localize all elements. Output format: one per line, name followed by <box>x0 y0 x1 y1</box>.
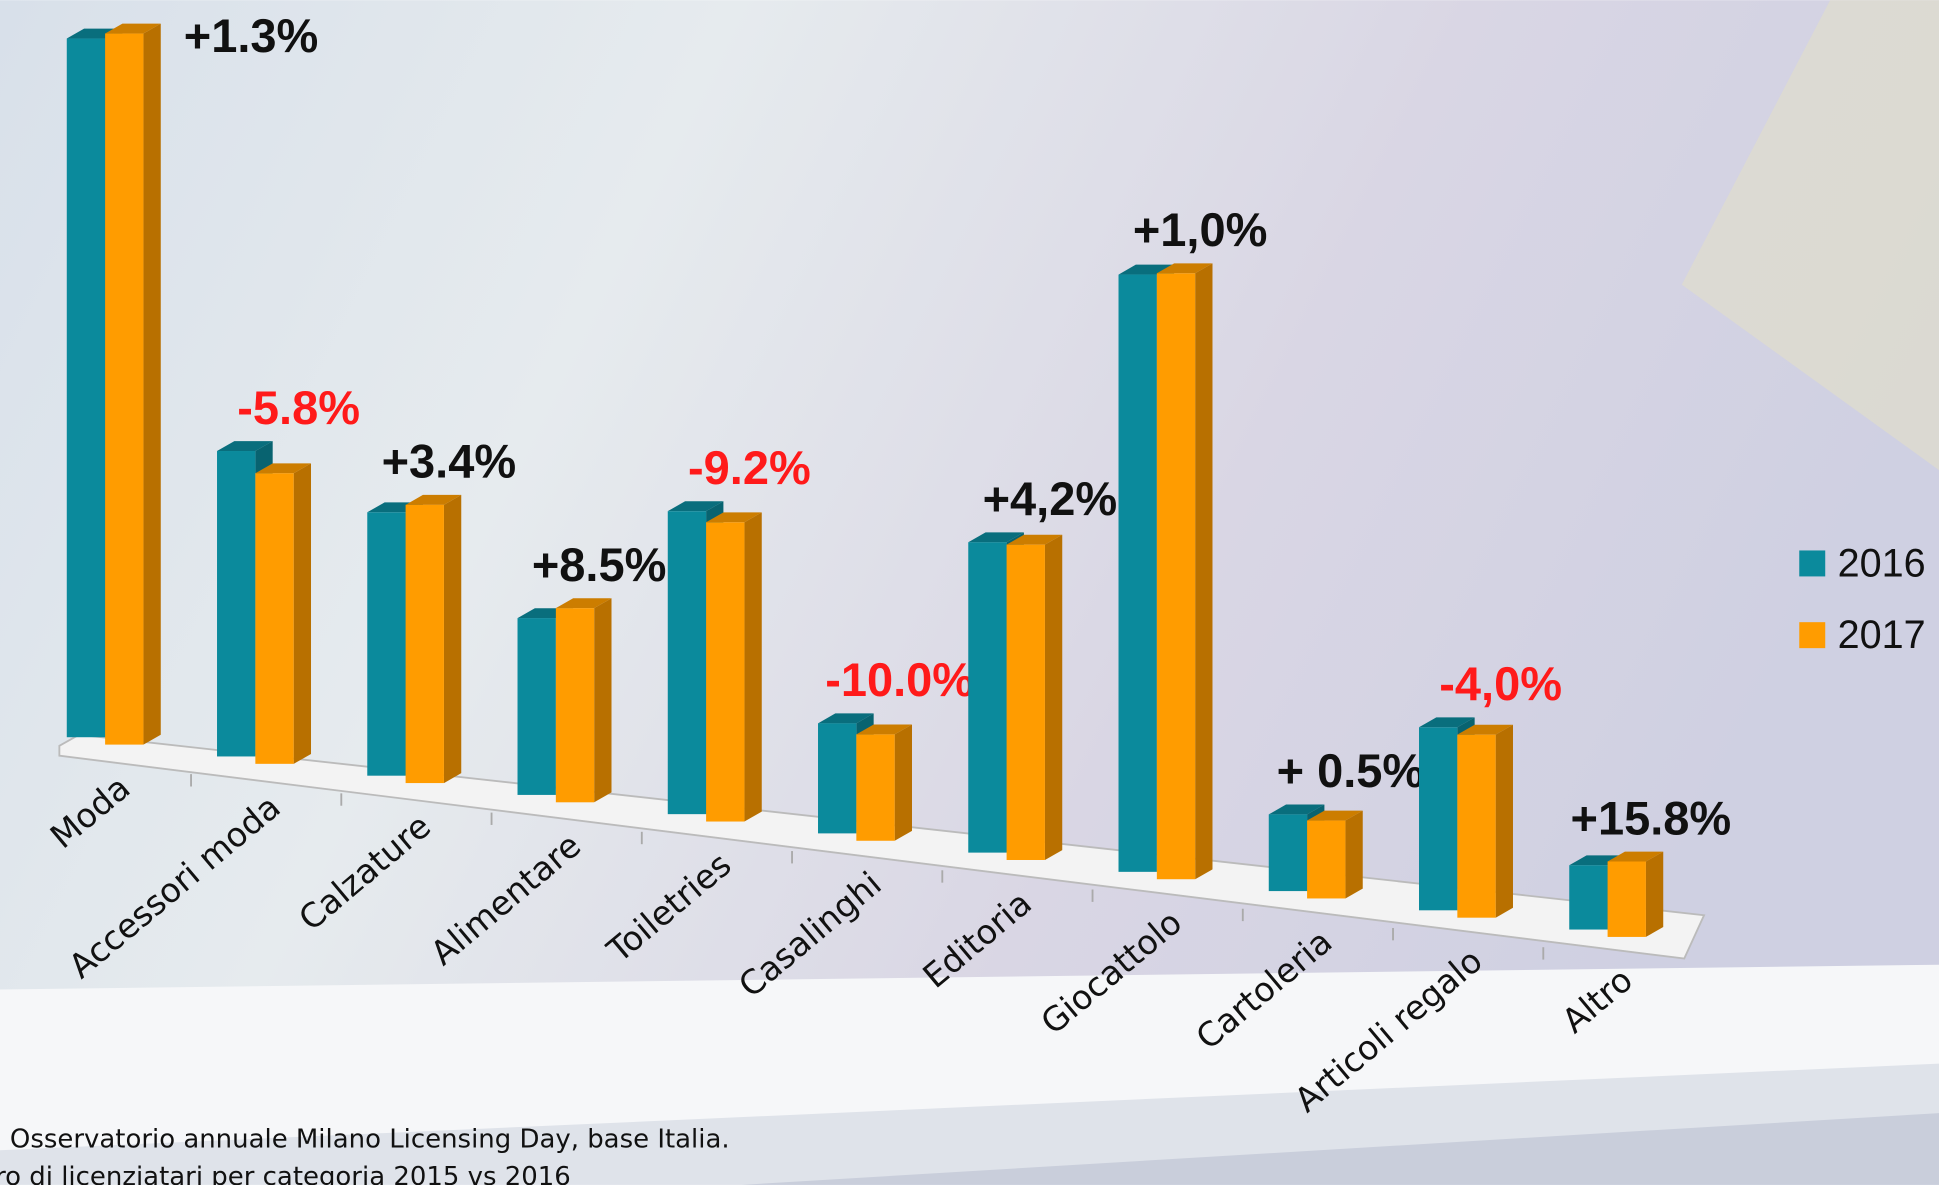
bar-top <box>1006 534 1063 545</box>
bar <box>1419 727 1458 911</box>
bar-side <box>1495 724 1513 918</box>
bar <box>105 33 144 745</box>
bar <box>405 504 444 784</box>
bar-top <box>555 598 612 609</box>
change-label: + 0.5% <box>1277 744 1425 797</box>
bar <box>1006 544 1045 860</box>
legend-swatch <box>1799 622 1826 649</box>
bar <box>555 608 595 803</box>
bar-top <box>1457 724 1513 735</box>
bar-top <box>1419 717 1475 728</box>
legend-swatch <box>1799 550 1826 577</box>
bar <box>1156 273 1196 880</box>
bar-side <box>594 598 612 803</box>
bar-side <box>443 494 462 784</box>
bar <box>255 473 294 764</box>
change-label: +4,2% <box>983 472 1118 525</box>
bar-top <box>1156 263 1213 274</box>
legend-label: 2017 <box>1838 613 1926 657</box>
bar-top <box>968 532 1024 543</box>
bar <box>1607 861 1646 937</box>
footnote: Osservatorio annuale Milano Licensing Da… <box>10 1125 730 1155</box>
legend-label: 2016 <box>1838 541 1926 585</box>
bar <box>217 451 256 757</box>
change-label: -9.2% <box>688 441 811 494</box>
bar-side <box>293 463 312 764</box>
change-label: +3.4% <box>382 435 517 488</box>
bar-top <box>1607 851 1664 862</box>
bar-side <box>143 23 161 745</box>
change-label: +1,0% <box>1133 203 1268 256</box>
bar-side <box>1044 534 1063 860</box>
bar <box>667 511 707 815</box>
bar <box>818 723 857 834</box>
bar-top <box>217 441 273 452</box>
change-label: -5.8% <box>237 381 360 434</box>
bar <box>517 618 556 795</box>
change-label: +1.3% <box>184 9 319 62</box>
change-label: +15.8% <box>1571 791 1732 844</box>
bar <box>367 512 406 776</box>
change-label: -4,0% <box>1439 657 1562 710</box>
bar <box>706 522 745 822</box>
background-light <box>1681 0 1939 471</box>
bar-top <box>255 463 312 474</box>
bar <box>968 542 1007 853</box>
bar <box>1307 820 1346 899</box>
bar-top <box>856 724 912 735</box>
bar <box>1569 865 1608 930</box>
footnote: ro di licenziatari per categoria 2015 vs… <box>0 1162 571 1185</box>
bar-top <box>1307 810 1363 821</box>
bar-side <box>744 512 762 822</box>
bar-side <box>1345 810 1363 899</box>
bar <box>1118 274 1157 872</box>
bar-top <box>706 512 762 523</box>
bar <box>1457 734 1496 918</box>
bar-side <box>1645 851 1664 937</box>
bar-top <box>105 23 161 34</box>
change-label: -10.0% <box>825 653 974 706</box>
change-label: +8.5% <box>532 538 667 591</box>
bar-top <box>1268 804 1325 815</box>
bar <box>66 38 106 738</box>
bar-top <box>818 713 874 724</box>
bar <box>1268 814 1308 892</box>
bar-side <box>894 724 912 841</box>
bar <box>856 734 895 841</box>
bar-side <box>1195 263 1213 880</box>
bar-top <box>405 494 462 505</box>
bar-top <box>667 501 724 512</box>
